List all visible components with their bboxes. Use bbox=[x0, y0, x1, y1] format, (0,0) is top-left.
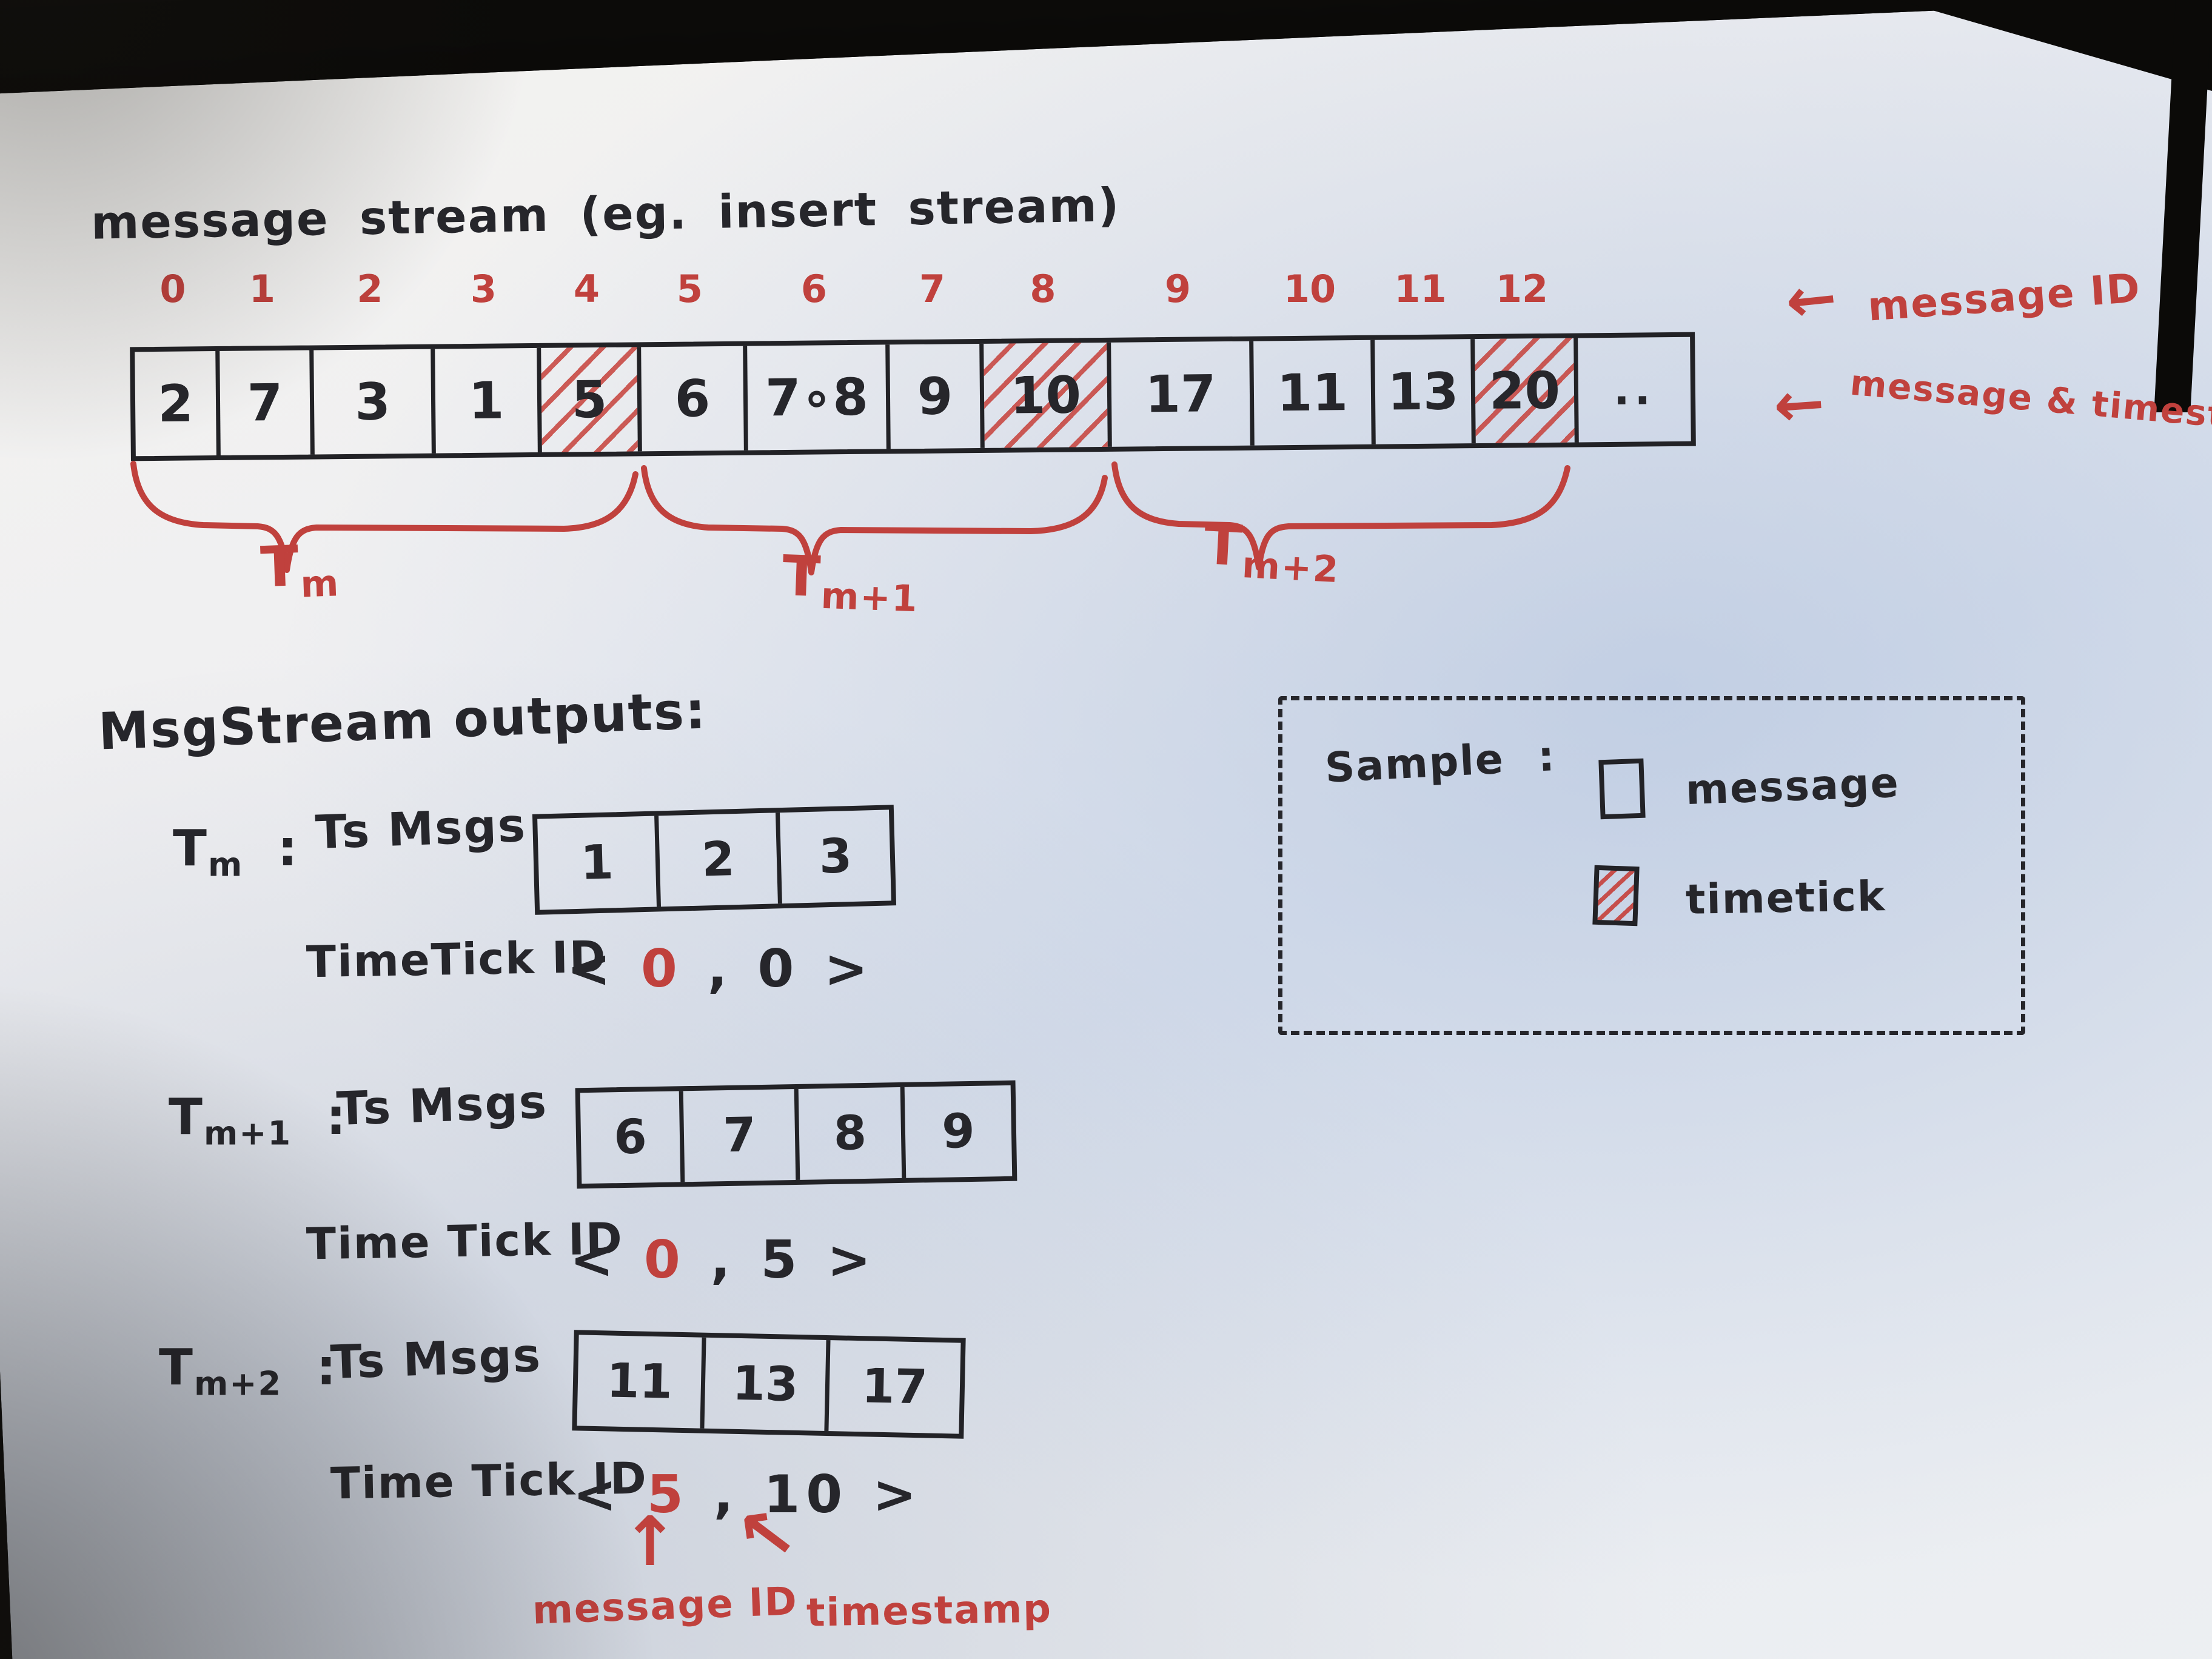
ts-msgs-label: Ts Msgs bbox=[335, 1074, 549, 1136]
comma: , bbox=[710, 1230, 737, 1290]
output-msg-cell: 7 bbox=[683, 1088, 800, 1182]
stream-index: 9 bbox=[1164, 267, 1191, 311]
ts-msgs-label: Ts Msgs bbox=[329, 1327, 543, 1390]
output-msg-cell: 17 bbox=[861, 1359, 928, 1415]
stream-cell-message: 6 bbox=[641, 346, 748, 452]
window-label-sub: m+2 bbox=[1241, 543, 1341, 592]
output-msg-cell: 13 bbox=[704, 1337, 831, 1432]
stream-cell-message: 13 bbox=[1375, 339, 1476, 444]
output-msgs-box: 11 13 17 bbox=[572, 1330, 966, 1439]
output-msg-cell: 3 bbox=[818, 829, 853, 885]
timetick-id-label: TimeTick ID bbox=[306, 931, 608, 988]
brace-window-m bbox=[130, 461, 638, 573]
angle-open: < bbox=[567, 939, 617, 999]
stream-cell-message: 9 bbox=[890, 343, 985, 449]
angle-open: < bbox=[573, 1464, 623, 1525]
stream-cell-message: 1 bbox=[435, 347, 542, 454]
output-msgs-box: 6 7 8 9 bbox=[575, 1080, 1017, 1189]
stream-cell-ellipsis: .. bbox=[1613, 364, 1656, 415]
stream-index: 7 bbox=[919, 267, 946, 311]
angle-close: > bbox=[827, 1230, 877, 1290]
window-label-m1: Tm+1 bbox=[781, 543, 920, 620]
colon: : bbox=[277, 820, 299, 877]
stream-cell-message: 17 bbox=[1111, 341, 1255, 447]
stream-cell-message: 7 bbox=[220, 350, 315, 455]
angle-open: < bbox=[570, 1230, 620, 1290]
window-label-sub: m+1 bbox=[820, 574, 919, 621]
window-label-m: Tm bbox=[260, 532, 340, 608]
tick-timestamp: 0 bbox=[757, 939, 800, 999]
window-label-m2: Tm+2 bbox=[1202, 512, 1342, 591]
output-msg-cell: 1 bbox=[537, 816, 661, 910]
left-arrow-icon: ← bbox=[1771, 367, 1828, 441]
window-label-base: T bbox=[781, 543, 823, 610]
output-window-label: Tm+1 : bbox=[169, 1088, 347, 1152]
stream-index-row: 0 1 2 3 4 5 6 7 8 9 10 11 12 bbox=[130, 267, 1686, 311]
brace-window-m2 bbox=[1111, 461, 1570, 571]
stream-cell-timetick: 5 bbox=[541, 347, 642, 452]
output-msg-cell: 6 bbox=[580, 1091, 685, 1184]
stream-index: 12 bbox=[1495, 267, 1549, 311]
stream-index: 2 bbox=[357, 267, 383, 311]
stream-index: 3 bbox=[470, 267, 497, 311]
stream-index: 0 bbox=[159, 267, 186, 311]
timetick-id-value: < 0 , 0 > bbox=[567, 939, 874, 999]
left-arrow-icon: ← bbox=[1782, 261, 1842, 338]
stream-index: 8 bbox=[1030, 267, 1056, 311]
output-msg-cell: 2 bbox=[659, 813, 782, 907]
window-label-base: T bbox=[1202, 512, 1245, 579]
window-label-sub: m bbox=[300, 562, 341, 606]
stream-annotation-message-id: message ID bbox=[1866, 264, 2143, 330]
stream-cell-message: 7∘8 bbox=[747, 344, 891, 451]
window-label-base: T bbox=[173, 820, 208, 877]
timetick-id-value: < 0 , 5 > bbox=[570, 1230, 877, 1290]
stream-index: 11 bbox=[1394, 267, 1447, 311]
output-msg-cell: 11 bbox=[577, 1335, 706, 1429]
stream-index: 4 bbox=[573, 267, 600, 311]
stream-cell-message: 3 bbox=[313, 349, 436, 455]
window-label-sub: m+1 bbox=[203, 1114, 292, 1153]
output-window-label: Tm : bbox=[173, 820, 299, 883]
stream-cell-timetick: 20 bbox=[1475, 338, 1579, 444]
up-arrow-icon: ↑ bbox=[622, 1503, 680, 1581]
stream-index: 10 bbox=[1283, 267, 1336, 311]
legend-label-message: message bbox=[1684, 759, 1900, 815]
stream-index: 5 bbox=[676, 267, 703, 311]
output-msg-cell: 9 bbox=[941, 1104, 976, 1159]
comma: , bbox=[707, 939, 734, 999]
stream-annotation-message-timestamp: message & timestamp bbox=[1848, 361, 2212, 444]
tick-message-id: 0 bbox=[641, 939, 683, 999]
outputs-heading: MsgStream outputs: bbox=[97, 680, 708, 762]
angle-close: > bbox=[824, 939, 874, 999]
diagonal-arrow-icon: ↖ bbox=[731, 1489, 803, 1581]
output-window-label: Tm+2 : bbox=[159, 1339, 337, 1403]
stream-index: 6 bbox=[800, 267, 828, 311]
window-label-base: T bbox=[259, 534, 301, 600]
stream-index: 1 bbox=[249, 267, 276, 311]
legend-label-timetick: timetick bbox=[1685, 873, 1886, 924]
window-label-base: T bbox=[169, 1088, 204, 1146]
message-swatch-icon bbox=[1598, 758, 1646, 820]
window-label-sub: m+2 bbox=[193, 1364, 283, 1403]
message-stream-row: 2 7 3 1 5 6 7∘8 9 10 17 11 13 20 .. bbox=[130, 332, 1696, 461]
stream-cell-timetick: 10 bbox=[984, 342, 1112, 448]
window-label-sub: m bbox=[207, 845, 244, 884]
output-msg-cell: 8 bbox=[798, 1087, 907, 1180]
pointer-label-timestamp: timestamp bbox=[806, 1586, 1053, 1636]
stream-cell-message: 11 bbox=[1253, 340, 1376, 446]
angle-close: > bbox=[873, 1464, 923, 1525]
stream-cell-message: 2 bbox=[135, 350, 221, 457]
tick-timestamp: 5 bbox=[760, 1230, 803, 1290]
window-label-base: T bbox=[159, 1339, 194, 1396]
output-msgs-box: 1 2 3 bbox=[532, 805, 897, 915]
tick-message-id: 0 bbox=[644, 1230, 686, 1290]
timetick-swatch-icon bbox=[1592, 865, 1640, 927]
pointer-label-message-id: message ID bbox=[531, 1579, 799, 1634]
ts-msgs-label: Ts Msgs bbox=[314, 797, 528, 860]
diagram-title: message stream (eg. insert stream) bbox=[90, 178, 1121, 250]
